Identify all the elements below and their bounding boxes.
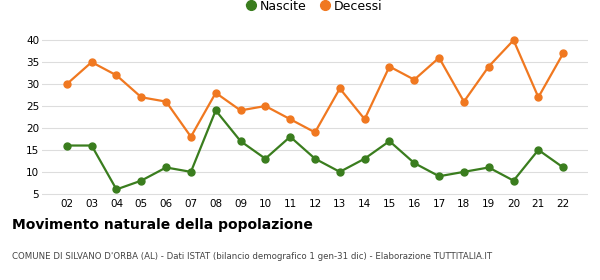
Nascite bbox=[187, 170, 194, 174]
Text: COMUNE DI SILVANO D'ORBA (AL) - Dati ISTAT (bilancio demografico 1 gen-31 dic) -: COMUNE DI SILVANO D'ORBA (AL) - Dati IST… bbox=[12, 252, 492, 261]
Decessi bbox=[410, 78, 418, 81]
Nascite bbox=[485, 166, 493, 169]
Nascite bbox=[163, 166, 170, 169]
Decessi bbox=[535, 95, 542, 99]
Nascite bbox=[88, 144, 95, 147]
Decessi bbox=[163, 100, 170, 103]
Decessi bbox=[287, 118, 294, 121]
Nascite bbox=[287, 135, 294, 138]
Decessi bbox=[187, 135, 194, 138]
Decessi bbox=[88, 60, 95, 64]
Nascite bbox=[361, 157, 368, 160]
Text: Movimento naturale della popolazione: Movimento naturale della popolazione bbox=[12, 218, 313, 232]
Decessi bbox=[113, 74, 120, 77]
Decessi bbox=[212, 91, 220, 95]
Nascite bbox=[262, 157, 269, 160]
Nascite bbox=[510, 179, 517, 182]
Decessi bbox=[560, 52, 567, 55]
Nascite bbox=[436, 174, 443, 178]
Decessi bbox=[361, 118, 368, 121]
Decessi bbox=[510, 39, 517, 42]
Nascite bbox=[311, 157, 319, 160]
Nascite bbox=[460, 170, 467, 174]
Nascite bbox=[535, 148, 542, 151]
Nascite bbox=[237, 139, 244, 143]
Legend: Nascite, Decessi: Nascite, Decessi bbox=[242, 0, 388, 18]
Line: Decessi: Decessi bbox=[64, 37, 566, 140]
Nascite bbox=[113, 188, 120, 191]
Decessi bbox=[237, 109, 244, 112]
Decessi bbox=[63, 82, 70, 86]
Decessi bbox=[336, 87, 343, 90]
Nascite bbox=[63, 144, 70, 147]
Decessi bbox=[311, 131, 319, 134]
Nascite bbox=[137, 179, 145, 182]
Nascite bbox=[386, 139, 393, 143]
Decessi bbox=[137, 95, 145, 99]
Decessi bbox=[460, 100, 467, 103]
Decessi bbox=[386, 65, 393, 68]
Nascite bbox=[336, 170, 343, 174]
Nascite bbox=[410, 161, 418, 165]
Decessi bbox=[485, 65, 493, 68]
Line: Nascite: Nascite bbox=[64, 107, 566, 193]
Decessi bbox=[436, 56, 443, 59]
Decessi bbox=[262, 104, 269, 108]
Nascite bbox=[212, 109, 220, 112]
Nascite bbox=[560, 166, 567, 169]
